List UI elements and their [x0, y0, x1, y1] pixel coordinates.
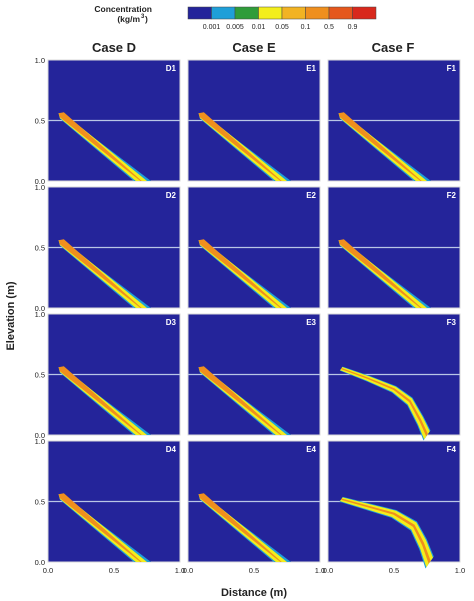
column-title-case-d: Case D: [92, 40, 136, 55]
panel-e4-label: E4: [306, 445, 316, 454]
panel-f3: F3: [327, 313, 461, 441]
column-title-case-f: Case F: [372, 40, 415, 55]
panel-d4-x-tick-1: 0.5: [109, 566, 119, 575]
panel-f3-plume-layer-2: [340, 368, 428, 437]
legend-title-sup: 3: [141, 14, 145, 20]
x-axis-label: Distance (m): [221, 587, 287, 599]
panel-d4-label: D4: [166, 445, 177, 454]
panel-e2-label: E2: [306, 191, 316, 200]
legend-title-close: ): [145, 14, 148, 24]
legend-swatch-3: [258, 6, 283, 20]
panel-d4-y-tick-1: 0.5: [35, 498, 45, 507]
panel-d1-label: D1: [166, 64, 177, 73]
panel-d1-y-tick-1: 0.5: [35, 117, 45, 126]
legend-swatch-4: [281, 6, 306, 20]
panel-d3-plume-layer-2: [58, 366, 142, 435]
panel-e2-plume-layer-2: [198, 239, 282, 308]
panel-e1-label: E1: [306, 64, 316, 73]
legend-level-3: 0.05: [275, 24, 289, 31]
panel-f4-label: F4: [447, 445, 457, 454]
legend-level-6: 0.9: [348, 24, 358, 31]
panel-e2: E2: [187, 186, 321, 309]
legend: Concentration (kg/m 3 ) 0.001 0.005 0.01 0.…: [94, 4, 377, 31]
panel-e4-x-tick-0: 0.0: [183, 566, 193, 575]
panel-f4-x-tick-1: 0.5: [389, 566, 399, 575]
panel-d2: D2 0.0 0.5 1.0: [35, 183, 181, 313]
legend-level-4: 0.1: [301, 24, 311, 31]
panel-d4-plume-layer-2: [58, 493, 142, 562]
panel-f2: F2: [327, 186, 461, 309]
panel-d3-y-tick-0: 0.0: [35, 431, 45, 440]
panel-e4-x-tick-1: 0.5: [249, 566, 259, 575]
panel-d1-y-tick-0: 0.0: [35, 177, 45, 186]
legend-swatch-6: [328, 6, 353, 20]
legend-title-line1: Concentration: [94, 4, 152, 14]
legend-swatch-7: [352, 6, 377, 20]
panel-f1-plume-layer-2: [338, 112, 422, 181]
panel-d3-label: D3: [166, 318, 177, 327]
panel-f2-plume-layer-2: [338, 239, 422, 308]
panel-d4-y-tick-2: 1.0: [35, 437, 45, 446]
panel-d2-y-tick-2: 1.0: [35, 183, 45, 192]
panel-e4-plume-layer-2: [198, 493, 282, 562]
panel-d1-plume-layer-2: [58, 112, 142, 181]
panel-d2-y-tick-1: 0.5: [35, 244, 45, 253]
panel-f4-x-tick-0: 0.0: [323, 566, 333, 575]
panel-d4-x-tick-0: 0.0: [43, 566, 53, 575]
panel-d1: D1 0.0 0.5 1.0: [35, 56, 181, 186]
panel-f4-x-tick-2: 1.0: [455, 566, 465, 575]
panel-d3: D3 0.0 0.5 1.0: [35, 310, 181, 440]
legend-level-2: 0.01: [252, 24, 266, 31]
legend-title-line2: (kg/m: [117, 14, 140, 24]
legend-swatch-0: [187, 6, 212, 20]
panel-d4-x-tick-2: 1.0: [175, 566, 185, 575]
legend-swatch-5: [305, 6, 330, 20]
panel-f4: F4 0.0 0.5 1.0: [323, 440, 465, 575]
panel-e4-x-tick-2: 1.0: [315, 566, 325, 575]
panel-f1: F1: [327, 59, 461, 182]
panel-d1-y-tick-2: 1.0: [35, 56, 45, 65]
legend-level-0: 0.001: [203, 24, 221, 31]
panel-d2-y-tick-0: 0.0: [35, 304, 45, 313]
panel-e1-plume-layer-2: [198, 112, 282, 181]
legend-level-1: 0.005: [226, 24, 244, 31]
panel-d4-y-tick-0: 0.0: [35, 558, 45, 567]
panel-f2-label: F2: [447, 191, 457, 200]
legend-swatch-2: [234, 6, 259, 20]
panel-e3: E3: [187, 313, 321, 436]
panel-f1-label: F1: [447, 64, 457, 73]
panel-d2-plume-layer-2: [58, 239, 142, 308]
column-title-case-e: Case E: [232, 40, 276, 55]
legend-swatch-1: [211, 6, 236, 20]
legend-level-5: 0.5: [324, 24, 334, 31]
y-axis-label: Elevation (m): [5, 281, 17, 350]
panel-d2-label: D2: [166, 191, 177, 200]
panel-e1: E1: [187, 59, 321, 182]
panel-e3-label: E3: [306, 318, 316, 327]
panel-d4: D4 0.0 0.5 1.0 0.0 0.5 1.0: [35, 437, 186, 575]
panel-d3-y-tick-2: 1.0: [35, 310, 45, 319]
panel-e3-plume-layer-2: [198, 366, 282, 435]
panel-e4: E4 0.0 0.5 1.0: [183, 440, 325, 575]
panel-f3-label: F3: [447, 318, 457, 327]
panel-f4-plume-layer-2: [340, 498, 431, 564]
panel-d3-y-tick-1: 0.5: [35, 371, 45, 380]
